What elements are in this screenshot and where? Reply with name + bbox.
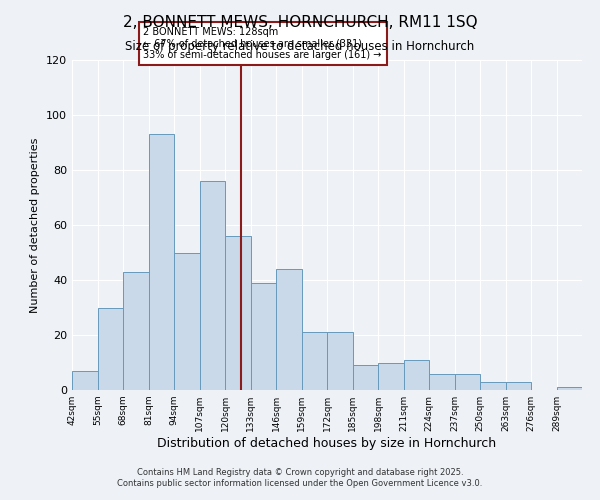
Bar (429, 374, 455, 390)
Bar (506, 382, 531, 390)
Bar (123, 272, 149, 390)
Bar (302, 332, 327, 390)
Text: 2 BONNETT MEWS: 128sqm
← 67% of detached houses are smaller (331)
33% of semi-de: 2 BONNETT MEWS: 128sqm ← 67% of detached… (143, 27, 382, 60)
Y-axis label: Number of detached properties: Number of detached properties (31, 138, 40, 312)
Bar (327, 332, 353, 390)
Bar (149, 134, 174, 390)
Bar (353, 365, 378, 390)
Bar (378, 362, 404, 390)
X-axis label: Distribution of detached houses by size in Hornchurch: Distribution of detached houses by size … (157, 437, 497, 450)
Bar (455, 374, 480, 390)
Text: Contains HM Land Registry data © Crown copyright and database right 2025.
Contai: Contains HM Land Registry data © Crown c… (118, 468, 482, 487)
Bar (480, 382, 505, 390)
Text: Size of property relative to detached houses in Hornchurch: Size of property relative to detached ho… (125, 40, 475, 53)
Bar (251, 283, 276, 390)
Bar (72, 371, 97, 390)
Bar (557, 387, 582, 390)
Text: 2, BONNETT MEWS, HORNCHURCH, RM11 1SQ: 2, BONNETT MEWS, HORNCHURCH, RM11 1SQ (122, 15, 478, 30)
Bar (174, 252, 199, 390)
Bar (404, 360, 429, 390)
Bar (225, 236, 251, 390)
Bar (199, 181, 225, 390)
Bar (97, 308, 123, 390)
Bar (276, 269, 302, 390)
